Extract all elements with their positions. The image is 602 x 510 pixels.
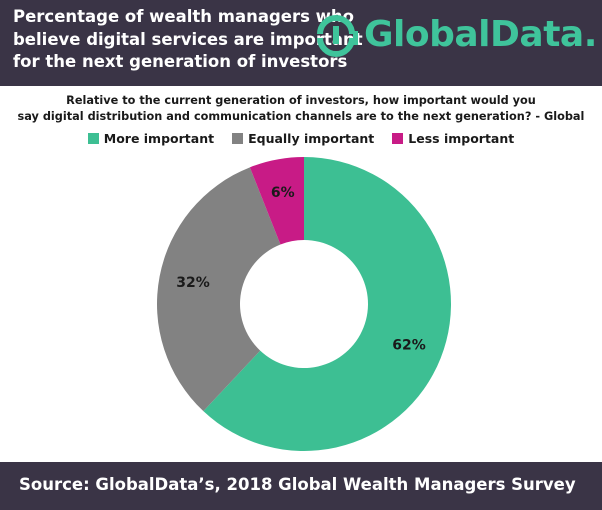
donut-chart: 62% 32% 6%: [156, 157, 451, 451]
chart-legend: More important Equally important Less im…: [0, 131, 602, 146]
source-note: Source: GlobalData’s, 2018 Global Wealth…: [19, 475, 576, 494]
donut-slice-less-important: [249, 157, 304, 245]
chart-subtitle: Relative to the current generation of in…: [0, 93, 602, 125]
data-label-more-important: 62%: [392, 338, 426, 354]
legend-swatch-less-important: [392, 133, 404, 144]
chart-title-line-3: for the next generation of investors: [13, 52, 348, 71]
legend-item-less-important: Less important: [392, 131, 514, 146]
legend-swatch-equally-important: [232, 133, 244, 144]
data-label-less-important: 6%: [271, 185, 295, 201]
legend-swatch-more-important: [87, 133, 99, 144]
donut-slice-more-important: [203, 157, 451, 451]
globaldata-logo-icon: [317, 15, 358, 57]
legend-label-equally-important: Equally important: [248, 131, 375, 146]
legend-label-less-important: Less important: [408, 131, 515, 146]
legend-label-more-important: More important: [103, 131, 215, 146]
data-label-equally-important: 32%: [176, 275, 210, 291]
header-banner: Percentage of wealth managers who believ…: [0, 0, 602, 86]
chart-subtitle-line-2: say digital distribution and communicati…: [17, 110, 585, 123]
legend-item-equally-important: Equally important: [232, 131, 374, 146]
chart-title-line-2: believe digital services are important: [13, 29, 363, 49]
globaldata-logo-text: GlobalData.: [364, 14, 597, 55]
chart-title-line-1: Percentage of wealth managers who: [13, 7, 355, 26]
legend-item-more-important: More important: [87, 131, 215, 146]
donut-slice-equally-important: [156, 167, 281, 412]
footer-banner: Source: GlobalData’s, 2018 Global Wealth…: [0, 462, 602, 510]
chart-title: Percentage of wealth managers who believ…: [13, 6, 363, 74]
chart-subtitle-line-1: Relative to the current generation of in…: [66, 94, 536, 107]
